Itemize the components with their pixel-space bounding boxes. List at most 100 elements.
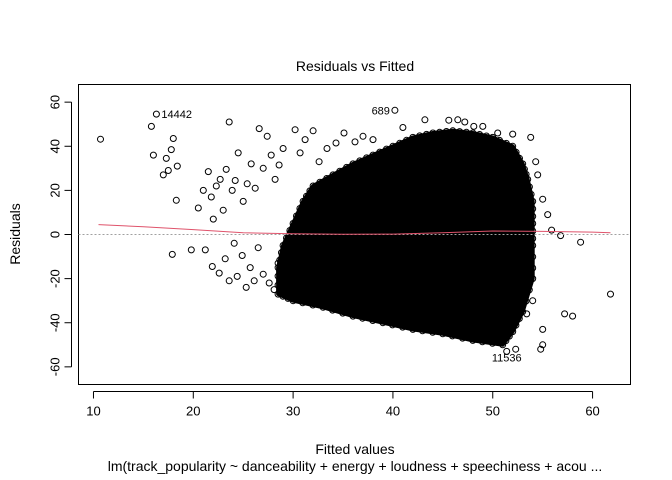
edge-point [522, 170, 530, 178]
edge-point [299, 197, 307, 205]
edge-point [274, 290, 282, 298]
edge-point [529, 253, 537, 261]
edge-point [389, 142, 397, 150]
edge-point [509, 328, 517, 336]
edge-point [496, 136, 503, 144]
edge-point [403, 136, 410, 144]
residual-point [529, 297, 537, 305]
residual-point [539, 341, 547, 349]
residual-point [512, 345, 520, 353]
residual-point [164, 167, 172, 174]
residual-point [246, 264, 254, 272]
residual-point [497, 339, 505, 347]
edge-point [423, 130, 430, 138]
edge-point [456, 128, 464, 136]
edge-point [469, 336, 477, 344]
residual-point [291, 126, 299, 134]
edge-point [478, 338, 486, 346]
residual-point [239, 197, 247, 205]
edge-point [524, 175, 532, 183]
residual-point [263, 132, 271, 140]
residual-point [577, 238, 585, 246]
residual-point [315, 158, 323, 166]
chart-title: Residuals vs Fitted [296, 58, 414, 74]
edge-point [363, 154, 371, 162]
residual-point [470, 122, 478, 130]
edge-point [527, 190, 535, 198]
edge-point [476, 131, 484, 138]
residual-point [391, 106, 399, 114]
edge-point [399, 323, 407, 331]
edge-point [529, 205, 537, 213]
residual-point [221, 255, 229, 263]
residual-point [445, 116, 453, 124]
edge-point [529, 235, 537, 242]
residual-point [421, 116, 429, 124]
edge-point [469, 129, 477, 137]
point-id-label: 14442 [161, 109, 192, 121]
edge-point [383, 145, 390, 153]
x-tick-label: 40 [386, 404, 400, 419]
residual-point [250, 277, 258, 285]
residual-point [532, 158, 540, 166]
edge-point [323, 175, 331, 182]
residual-point [225, 277, 233, 285]
edge-point [482, 132, 490, 140]
residual-point [231, 177, 239, 184]
residual-point [359, 132, 367, 140]
edge-point [376, 148, 384, 156]
y-tick-label: 60 [48, 95, 63, 109]
residual-point [340, 129, 348, 137]
edge-point [274, 281, 282, 289]
edge-point [349, 312, 357, 320]
edge-point [279, 242, 287, 249]
x-axis: 10 20 30 40 50 60 [86, 391, 600, 419]
residual-point [242, 283, 250, 291]
residual-point [548, 226, 556, 234]
edge-point [309, 301, 317, 309]
edge-point [299, 299, 307, 307]
x-tick-label: 30 [286, 404, 300, 419]
edge-point [356, 157, 364, 165]
edge-point [419, 327, 426, 335]
edge-point [293, 212, 300, 220]
edge-point [343, 163, 351, 171]
edge-point [359, 314, 367, 322]
residual-point [238, 252, 246, 259]
edge-point [439, 330, 447, 338]
residual-point [332, 139, 340, 147]
residual-point [219, 206, 227, 214]
residual-point [265, 279, 273, 287]
edge-point [529, 197, 537, 205]
edge-point [529, 212, 537, 220]
residual-point [537, 345, 545, 353]
residual-point [169, 135, 177, 142]
residual-point [539, 195, 547, 203]
residual-point [225, 118, 233, 126]
edge-point [512, 321, 520, 329]
dense-point-region [276, 128, 535, 347]
edge-point [409, 325, 417, 333]
residual-point [494, 129, 502, 137]
edge-point [296, 205, 304, 212]
edge-point [459, 334, 467, 342]
residual-point [228, 186, 236, 194]
edge-point [278, 249, 285, 257]
edge-point [336, 167, 344, 175]
residual-point [479, 122, 487, 130]
residual-point [149, 151, 157, 159]
residual-point [215, 269, 223, 277]
edge-point [529, 242, 537, 249]
edge-point [309, 182, 317, 190]
residual-point [279, 145, 287, 152]
residual-point [216, 175, 224, 183]
edge-point [512, 148, 520, 156]
residual-point [275, 161, 283, 169]
edge-point [369, 317, 377, 324]
point-id-label: 11536 [492, 352, 522, 364]
edge-point [516, 154, 523, 162]
residual-point [147, 122, 155, 130]
edge-point [525, 183, 533, 191]
residual-point [199, 186, 207, 194]
residual-point [234, 149, 242, 157]
